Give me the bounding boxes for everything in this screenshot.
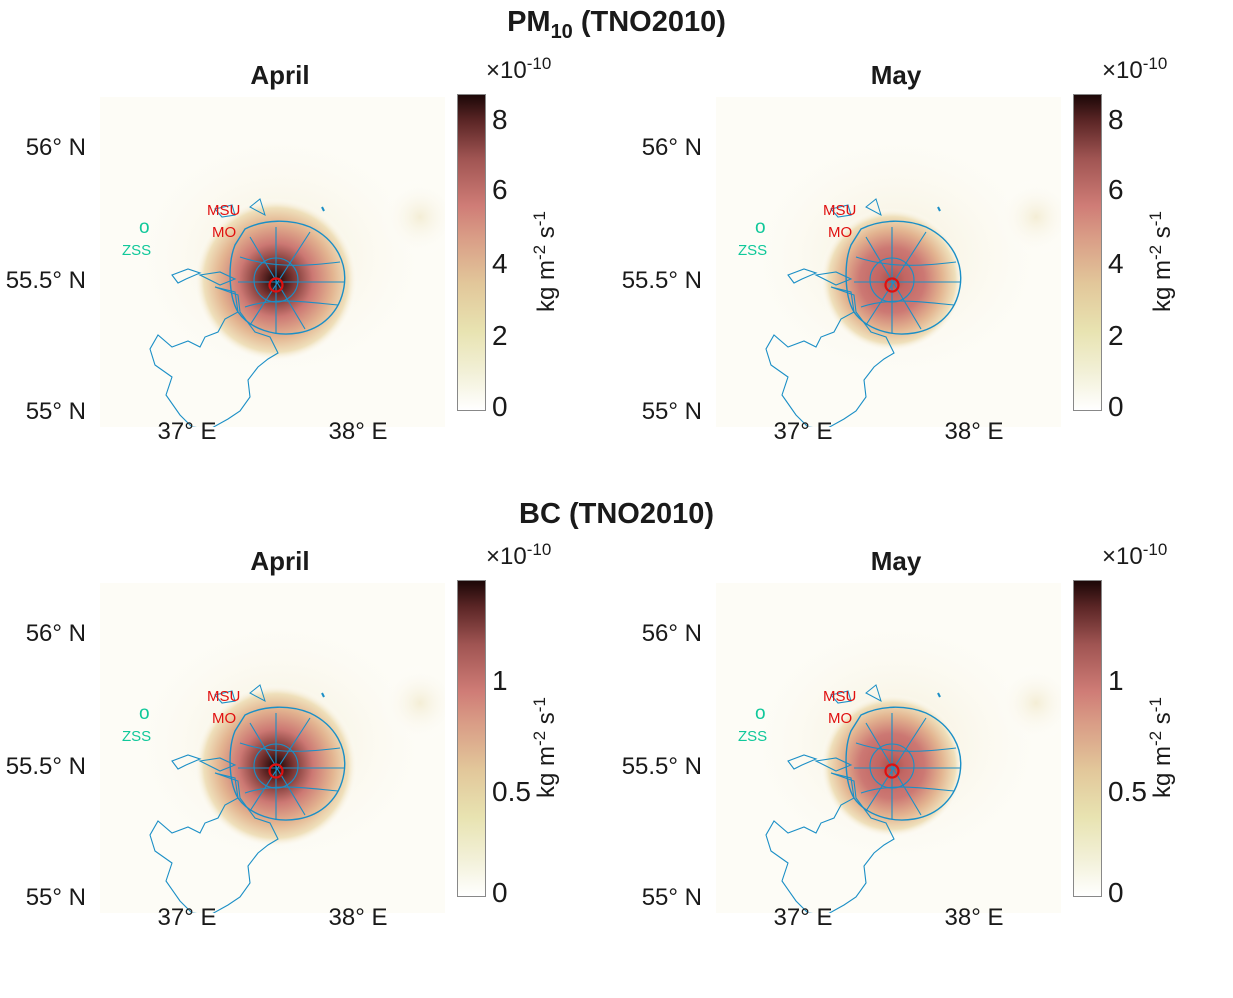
colorbar-tick-label: 0 [492,391,508,422]
site-label-mo: MO [828,710,853,727]
site-label-zss: ZSS [122,728,152,745]
colorbar-exponent: ×10-10 [486,540,552,570]
map-area [716,583,1061,913]
zss-marker: o [755,217,766,238]
site-label-msu: MSU [207,202,241,219]
panel-title: April [250,60,310,90]
site-label-msu: MSU [207,688,241,705]
longitude-tick-label: 38° E [944,904,1004,931]
colorbar-tick-label: 4 [492,248,508,279]
latitude-tick-label: 55.5° N [5,267,86,294]
site-label-zss: ZSS [738,242,768,259]
map-area [100,97,445,427]
longitude-tick-label: 38° E [944,418,1004,445]
latitude-tick-label: 56° N [641,134,702,161]
colorbar-tick-label: 1 [1108,665,1124,696]
map-panel: April [0,54,616,512]
longitude-tick-label: 37° E [157,418,217,445]
longitude-tick-label: 38° E [328,418,388,445]
zss-marker: o [139,703,150,724]
site-label-zss: ZSS [122,242,152,259]
latitude-tick-label: 55.5° N [621,267,702,294]
colorbar-tick-label: 0.5 [1108,776,1147,807]
colorbar-tick-label: 1 [492,665,508,696]
map-panel: May [616,54,1232,512]
site-label-msu: MSU [823,202,857,219]
site-label-zss: ZSS [738,728,768,745]
colorbar-tick-label: 2 [1108,320,1124,351]
colorbar [457,580,486,897]
colorbar-label: kg m-2 s-1 [530,697,560,798]
latitude-tick-label: 55° N [25,884,86,911]
colorbar [1073,580,1102,897]
map-panel: May [616,540,1232,998]
colorbar-tick-label: 8 [492,104,508,135]
colorbar-tick-label: 0 [1108,391,1124,422]
colorbar-exponent: ×10-10 [486,54,552,84]
zss-marker: o [139,217,150,238]
latitude-tick-label: 55° N [25,398,86,425]
zss-marker: o [755,703,766,724]
colorbar-label: kg m-2 s-1 [1146,697,1176,798]
colorbar-label: kg m-2 s-1 [1146,211,1176,312]
colorbar-exponent: ×10-10 [1102,540,1168,570]
map-area [100,583,445,913]
colorbar-tick-label: 8 [1108,104,1124,135]
map-area [716,97,1061,427]
row-title-pm10: PM10 (TNO2010) [507,6,726,43]
colorbar [457,94,486,411]
colorbar-tick-label: 0.5 [492,776,531,807]
longitude-tick-label: 38° E [328,904,388,931]
colorbar-tick-label: 4 [1108,248,1124,279]
colorbar-tick-label: 2 [492,320,508,351]
latitude-tick-label: 55.5° N [621,753,702,780]
colorbar-tick-label: 0 [1108,877,1124,908]
latitude-tick-label: 56° N [25,134,86,161]
latitude-tick-label: 55.5° N [5,753,86,780]
latitude-tick-label: 55° N [641,398,702,425]
panel-title: May [870,546,922,576]
colorbar-tick-label: 6 [492,174,508,205]
latitude-tick-label: 56° N [641,620,702,647]
longitude-tick-label: 37° E [157,904,217,931]
map-panel: April [0,540,616,998]
latitude-tick-label: 55° N [641,884,702,911]
colorbar-exponent: ×10-10 [1102,54,1168,84]
colorbar-label: kg m-2 s-1 [530,211,560,312]
colorbar-tick-label: 6 [1108,174,1124,205]
longitude-tick-label: 37° E [773,904,833,931]
site-label-mo: MO [212,710,237,727]
site-label-mo: MO [828,224,853,241]
row-title-bc: BC (TNO2010) [519,498,714,530]
panel-title: April [250,546,310,576]
longitude-tick-label: 37° E [773,418,833,445]
colorbar [1073,94,1102,411]
site-label-msu: MSU [823,688,857,705]
colorbar-tick-label: 0 [492,877,508,908]
site-label-mo: MO [212,224,237,241]
latitude-tick-label: 56° N [25,620,86,647]
panel-title: May [870,60,922,90]
